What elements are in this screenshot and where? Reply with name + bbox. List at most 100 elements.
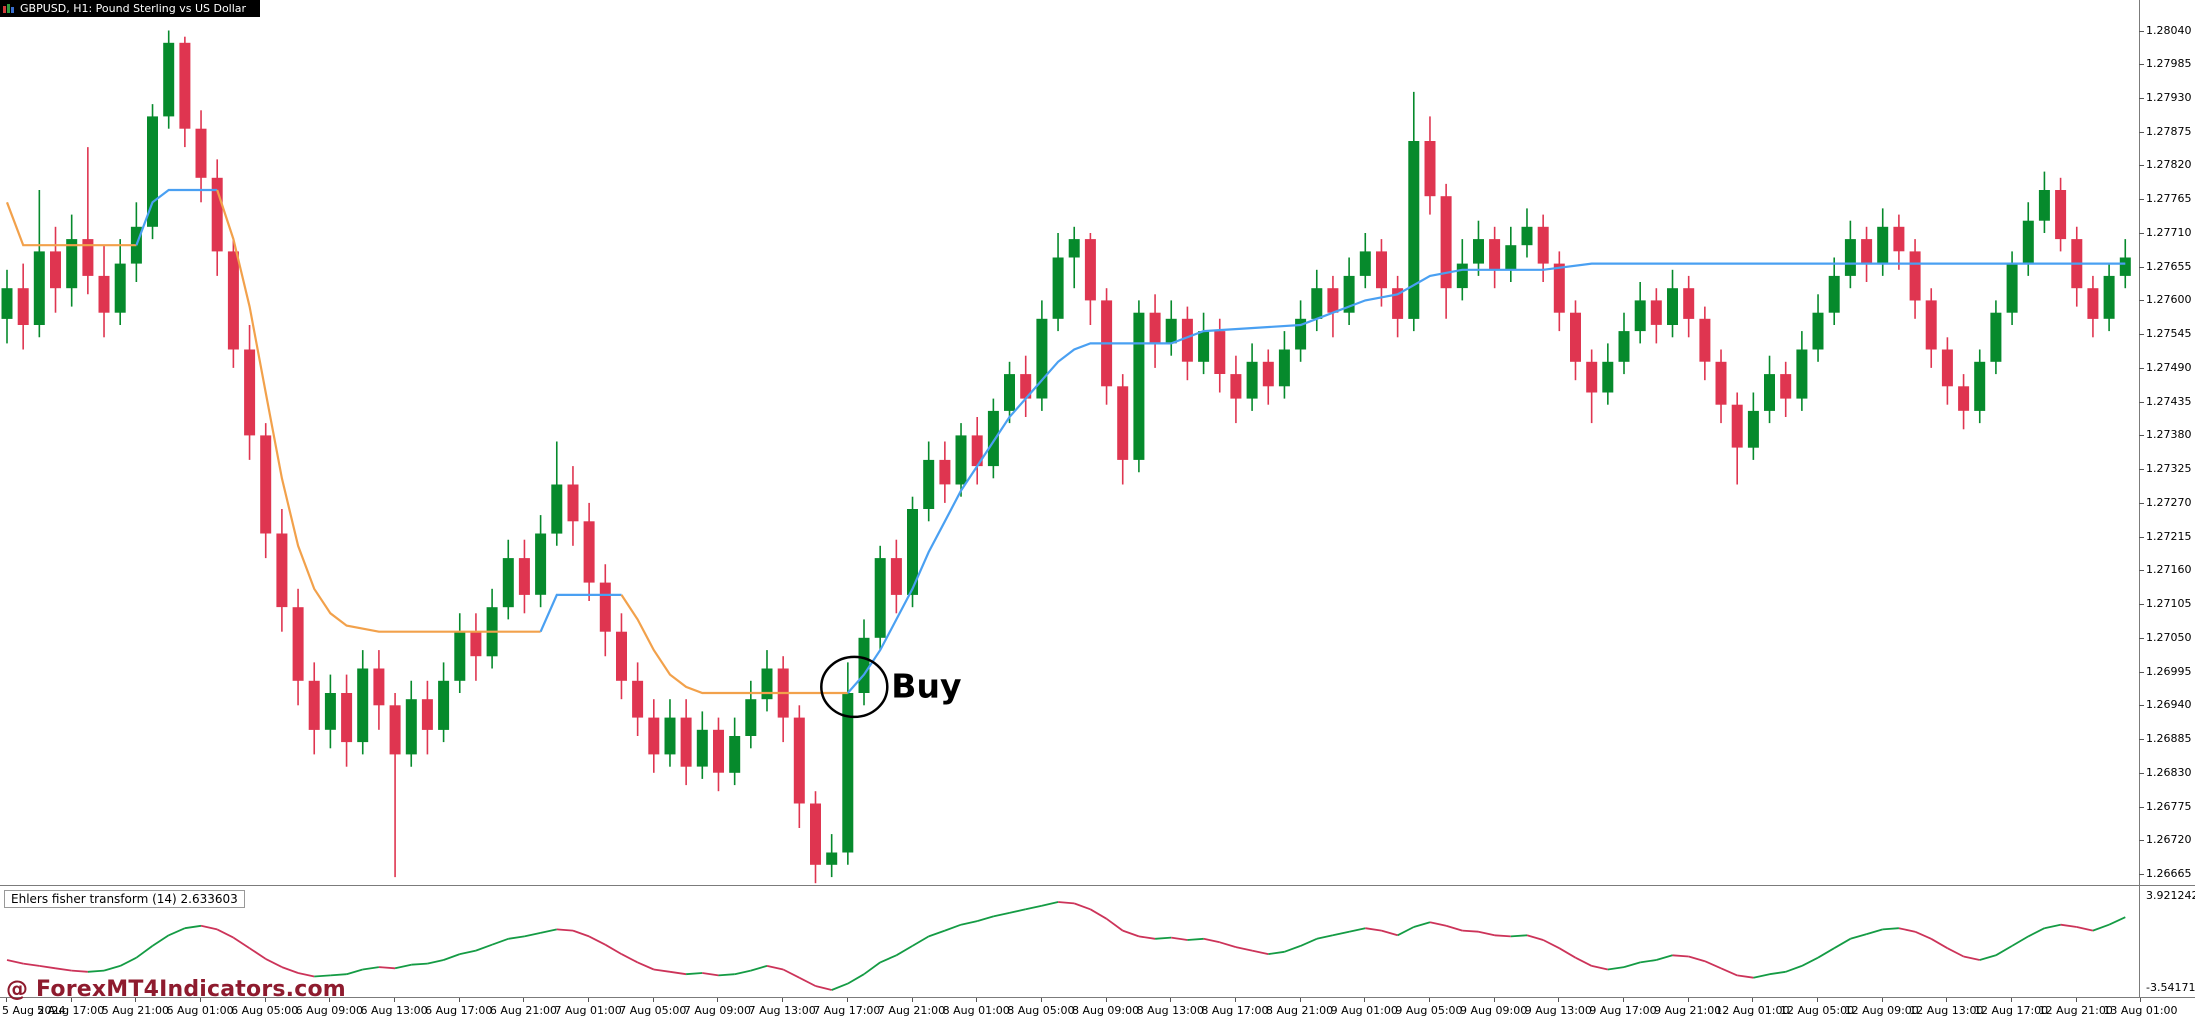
candle-body	[907, 509, 918, 595]
fisher-line-segment	[1073, 902, 1091, 911]
fisher-line-segment	[2011, 935, 2029, 947]
price-axis-label: 1.27985	[2146, 57, 2192, 71]
time-axis-tick	[717, 998, 719, 1002]
candle-body	[1877, 226, 1889, 264]
fisher-line-segment	[152, 934, 170, 947]
watermark: @ ForexMT4Indicators.com	[6, 977, 346, 1002]
fisher-line-segment	[1106, 918, 1124, 932]
time-axis-tick	[2011, 998, 2013, 1002]
price-axis-label: 1.27105	[2146, 597, 2192, 611]
fisher-line-segment	[362, 966, 380, 971]
fisher-min-value: -3.541711	[2146, 981, 2195, 994]
candle-body	[1052, 257, 1064, 319]
candle-body	[438, 680, 450, 730]
fisher-line-segment	[1155, 936, 1172, 940]
buy-annotation-label: Buy	[891, 666, 962, 706]
candle-body	[1165, 318, 1177, 344]
candle-body	[1828, 275, 1840, 313]
candle-body	[308, 680, 320, 730]
price-axis-tick	[2139, 502, 2144, 504]
candle-body	[1020, 374, 1032, 399]
price-axis-tick	[2139, 536, 2144, 538]
candle-body	[33, 251, 45, 325]
time-axis-tick	[2140, 998, 2142, 1002]
candle-body	[1004, 374, 1015, 411]
fisher-line-segment	[556, 928, 574, 932]
price-axis-tick	[2139, 367, 2144, 369]
fisher-line-segment	[2044, 923, 2061, 930]
price-axis-label: 1.28040	[2146, 23, 2192, 37]
fisher-line-segment	[1413, 921, 1431, 928]
time-axis-tick	[1817, 998, 1819, 1002]
price-axis-tick	[2139, 266, 2144, 268]
fisher-line-segment	[200, 924, 218, 931]
price-axis-label: 1.27490	[2146, 360, 2192, 374]
fisher-line-segment	[1251, 949, 1269, 955]
time-axis-label: 6 Aug 05:00	[231, 1004, 299, 1017]
price-chart[interactable]	[0, 0, 2195, 886]
candle-body	[2119, 257, 2131, 276]
price-axis-label: 1.27710	[2146, 225, 2192, 239]
price-axis-tick	[2139, 131, 2144, 133]
fisher-line-segment	[427, 959, 444, 965]
candle-body	[1295, 318, 1307, 350]
fisher-line-segment	[1946, 947, 1965, 958]
chart-icon	[3, 3, 14, 13]
candle-body	[648, 717, 660, 755]
fisher-line-segment	[475, 943, 493, 952]
fisher-line-segment	[524, 932, 541, 938]
candle-body	[583, 521, 595, 583]
candle-body	[1440, 196, 1452, 289]
fisher-line-segment	[1494, 934, 1511, 938]
candle-body	[745, 699, 757, 736]
fisher-line-segment	[993, 912, 1010, 918]
fisher-line-segment	[1058, 901, 1075, 905]
fisher-line-segment	[330, 973, 347, 977]
candle-body	[680, 717, 692, 767]
price-axis-tick	[2139, 165, 2144, 167]
fisher-line-segment	[1089, 908, 1108, 920]
fisher-line-segment	[912, 935, 930, 947]
candle-body	[1262, 361, 1274, 387]
fisher-line-segment	[1640, 959, 1657, 964]
price-axis-label: 1.26665	[2146, 867, 2192, 880]
price-axis-label: 1.27765	[2146, 192, 2192, 206]
fisher-line-segment	[1930, 938, 1948, 949]
price-axis-label: 1.26885	[2146, 732, 2192, 746]
candle-body	[1246, 361, 1258, 399]
fisher-line-segment	[960, 920, 978, 926]
time-axis-label: 7 Aug 21:00	[877, 1004, 946, 1017]
price-axis-label: 1.27160	[2146, 563, 2192, 577]
price-axis-label: 1.26775	[2146, 799, 2192, 813]
fisher-line-segment	[1300, 937, 1318, 947]
candle-body	[98, 275, 110, 313]
fisher-line-segment	[2108, 916, 2126, 926]
candle-body	[260, 435, 272, 534]
time-axis-tick	[782, 998, 784, 1002]
price-axis-tick	[2139, 401, 2144, 403]
fisher-line-segment	[459, 949, 477, 955]
time-axis-label: 8 Aug 13:00	[1136, 1004, 1204, 1017]
candle-body	[1133, 312, 1145, 460]
candle-body	[713, 729, 724, 773]
fisher-indicator-chart[interactable]	[0, 886, 2195, 998]
fisher-line-segment	[1122, 929, 1140, 938]
candle-body	[826, 852, 838, 865]
candle-body	[1553, 263, 1565, 313]
price-axis-label: 1.27930	[2146, 91, 2192, 104]
fisher-line-segment	[411, 962, 428, 966]
time-axis-tick	[394, 998, 396, 1002]
price-axis-tick	[2139, 334, 2144, 336]
candle-body	[1586, 361, 1598, 393]
fisher-line-segment	[686, 972, 703, 976]
candle-body	[1473, 239, 1484, 264]
fisher-line-segment	[1462, 929, 1479, 933]
fisher-line-segment	[1284, 945, 1301, 953]
price-axis-label: 1.27435	[2146, 394, 2192, 408]
candle-body	[1683, 288, 1695, 319]
candle-body	[1327, 288, 1339, 313]
price-axis-label: 1.27050	[2146, 630, 2192, 644]
candle-body	[276, 533, 288, 608]
fisher-line-segment	[1672, 954, 1689, 958]
candle-body	[1278, 349, 1290, 387]
